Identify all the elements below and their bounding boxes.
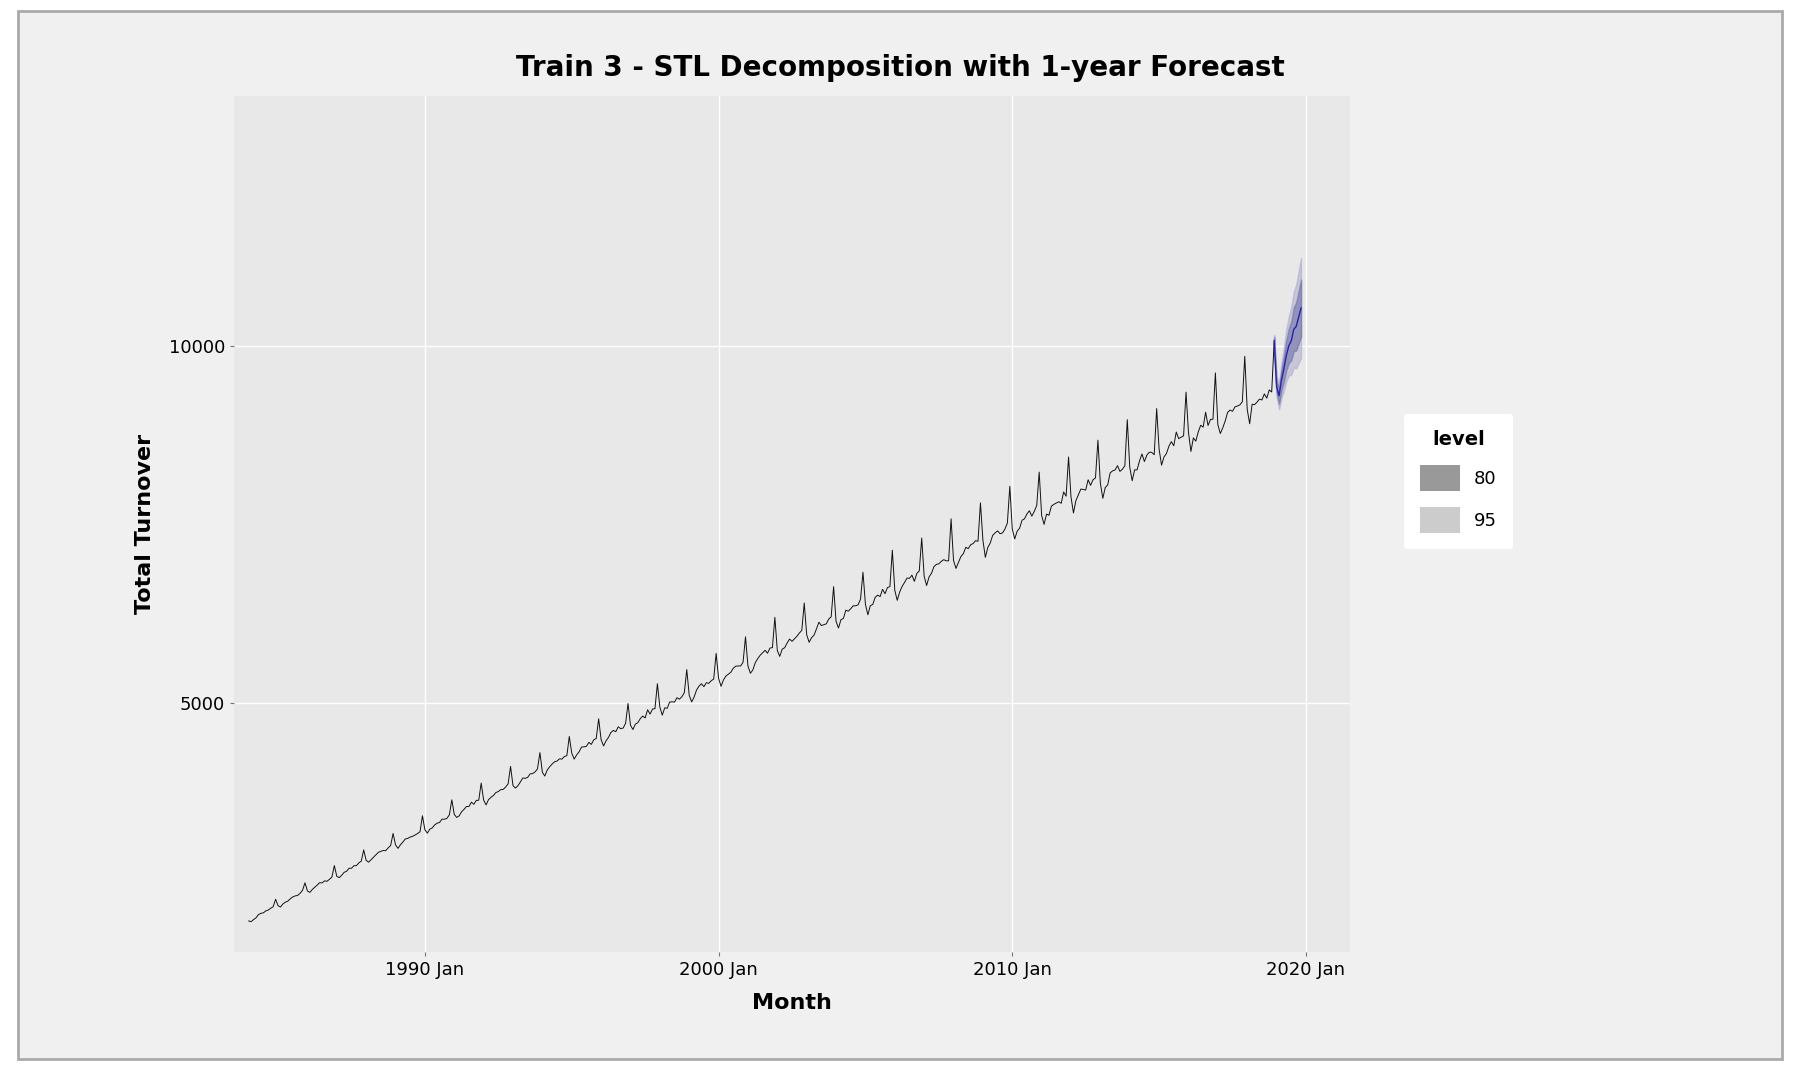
Y-axis label: Total Turnover: Total Turnover <box>135 434 155 614</box>
FancyBboxPatch shape <box>18 11 1782 1059</box>
X-axis label: Month: Month <box>752 993 832 1013</box>
Legend: 80, 95: 80, 95 <box>1404 414 1514 549</box>
Text: Train 3 - STL Decomposition with 1-year Forecast: Train 3 - STL Decomposition with 1-year … <box>515 54 1285 81</box>
